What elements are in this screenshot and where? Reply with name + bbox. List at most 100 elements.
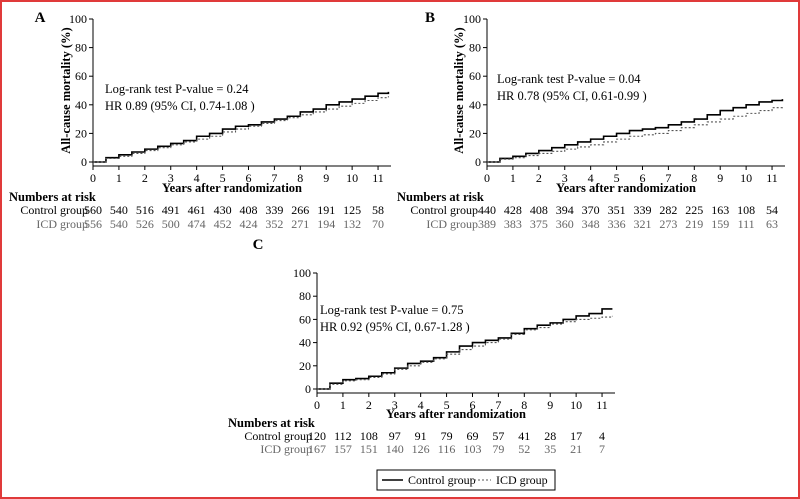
- x-tick-label: 2: [142, 171, 148, 185]
- risk-icd-value: 21: [570, 442, 582, 456]
- legend: Control group ICD group: [376, 469, 556, 491]
- x-tick-label: 4: [194, 171, 200, 185]
- x-tick-label: 7: [271, 171, 277, 185]
- x-tick-label: 1: [340, 398, 346, 412]
- y-tick-label: 40: [299, 336, 311, 350]
- risk-control-value: 339: [633, 203, 651, 217]
- risk-icd-value: 157: [334, 442, 352, 456]
- risk-icd-label: ICD group: [36, 217, 88, 231]
- risk-control-value: 4: [599, 429, 605, 443]
- risk-icd-value: 540: [110, 217, 128, 231]
- y-tick-label: 60: [299, 312, 311, 326]
- risk-icd-value: 63: [766, 217, 778, 231]
- risk-control-value: 17: [570, 429, 582, 443]
- x-axis-title: Years after randomization: [556, 181, 696, 195]
- x-tick-label: 10: [346, 171, 358, 185]
- risk-icd-value: 389: [478, 217, 496, 231]
- y-tick-label: 80: [299, 289, 311, 303]
- y-tick-label: 80: [75, 41, 87, 55]
- x-tick-label: 10: [740, 171, 752, 185]
- control-group-curve: [317, 308, 613, 390]
- risk-control-value: 54: [766, 203, 778, 217]
- legend-control-label: Control group: [408, 473, 476, 487]
- risk-icd-value: 70: [372, 217, 384, 231]
- x-tick-label: 9: [547, 398, 553, 412]
- y-tick-label: 100: [463, 12, 481, 26]
- risk-icd-value: 52: [518, 442, 530, 456]
- icd-group-curve: [93, 96, 389, 163]
- risk-control-value: 225: [685, 203, 703, 217]
- y-tick-label: 20: [75, 126, 87, 140]
- y-tick-label: 40: [75, 98, 87, 112]
- x-tick-label: 1: [510, 171, 516, 185]
- risk-control-value: 540: [110, 203, 128, 217]
- y-tick-label: 0: [81, 155, 87, 169]
- risk-control-value: 108: [360, 429, 378, 443]
- x-tick-label: 0: [314, 398, 320, 412]
- risk-icd-value: 7: [599, 442, 605, 456]
- x-tick-label: 7: [665, 171, 671, 185]
- risk-control-value: 408: [530, 203, 548, 217]
- chart-panel-a: A 0 20 40 60 80 100 0 1 2 3 4 5 6 7 8 9 10 11 Years after r…: [9, 10, 391, 231]
- chart-panel-b: B 0 20 40 60 80 100 0 1 2 3 4 5 6 7 8 9 10 11 Years after r…: [397, 10, 785, 231]
- control-group-curve: [93, 91, 390, 163]
- y-tick-label: 60: [75, 69, 87, 83]
- stat-annotation: Log-rank test P-value = 0.75: [320, 303, 463, 317]
- x-tick-label: 6: [469, 398, 475, 412]
- risk-icd-value: 167: [308, 442, 326, 456]
- risk-icd-value: 526: [136, 217, 154, 231]
- risk-control-value: 79: [441, 429, 453, 443]
- risk-icd-value: 556: [84, 217, 102, 231]
- risk-control-value: 28: [544, 429, 556, 443]
- risk-icd-value: 194: [317, 217, 335, 231]
- x-tick-label: 11: [596, 398, 608, 412]
- x-tick-label: 6: [245, 171, 251, 185]
- stat-annotation: Log-rank test P-value = 0.04: [497, 72, 641, 86]
- x-tick-label: 3: [392, 398, 398, 412]
- y-tick-label: 0: [475, 155, 481, 169]
- risk-control-value: 125: [343, 203, 361, 217]
- y-tick-label: 20: [469, 126, 481, 140]
- x-tick-label: 8: [521, 398, 527, 412]
- risk-control-value: 428: [504, 203, 522, 217]
- stat-annotation: HR 0.92 (95% CI, 0.67-1.28 ): [320, 320, 470, 334]
- risk-control-value: 339: [265, 203, 283, 217]
- risk-icd-value: 132: [343, 217, 361, 231]
- y-tick-label: 40: [469, 98, 481, 112]
- chart-panel-c: C 0 20 40 60 80 100 0 1 2 3 4 5 6 7 8 9 10 11 Years after r…: [228, 237, 615, 456]
- risk-icd-value: 321: [633, 217, 651, 231]
- x-tick-label: 2: [536, 171, 542, 185]
- risk-table-title: Numbers at risk: [9, 190, 96, 204]
- risk-icd-value: 352: [265, 217, 283, 231]
- x-tick-label: 5: [444, 398, 450, 412]
- risk-icd-value: 103: [463, 442, 481, 456]
- risk-icd-value: 336: [608, 217, 626, 231]
- panel-label: A: [35, 10, 46, 26]
- stat-annotation: Log-rank test P-value = 0.24: [105, 82, 249, 96]
- risk-control-value: 191: [317, 203, 335, 217]
- risk-control-label: Control group: [410, 203, 478, 217]
- risk-control-value: 516: [136, 203, 154, 217]
- risk-control-value: 491: [162, 203, 180, 217]
- risk-control-value: 108: [737, 203, 755, 217]
- risk-icd-value: 140: [386, 442, 404, 456]
- risk-control-value: 266: [291, 203, 309, 217]
- y-tick-label: 100: [293, 266, 311, 280]
- x-tick-label: 6: [639, 171, 645, 185]
- risk-icd-value: 360: [556, 217, 574, 231]
- stat-annotation: HR 0.78 (95% CI, 0.61-0.99 ): [497, 89, 647, 103]
- x-tick-label: 7: [495, 398, 501, 412]
- x-tick-label: 5: [614, 171, 620, 185]
- x-tick-label: 8: [297, 171, 303, 185]
- x-axis-title: Years after randomization: [162, 181, 302, 195]
- risk-control-value: 41: [518, 429, 530, 443]
- x-tick-label: 3: [168, 171, 174, 185]
- risk-control-value: 351: [608, 203, 626, 217]
- risk-control-value: 97: [389, 429, 401, 443]
- x-tick-label: 0: [90, 171, 96, 185]
- y-tick-label: 80: [469, 41, 481, 55]
- y-tick-label: 0: [305, 382, 311, 396]
- control-group-curve: [487, 99, 784, 163]
- x-tick-label: 1: [116, 171, 122, 185]
